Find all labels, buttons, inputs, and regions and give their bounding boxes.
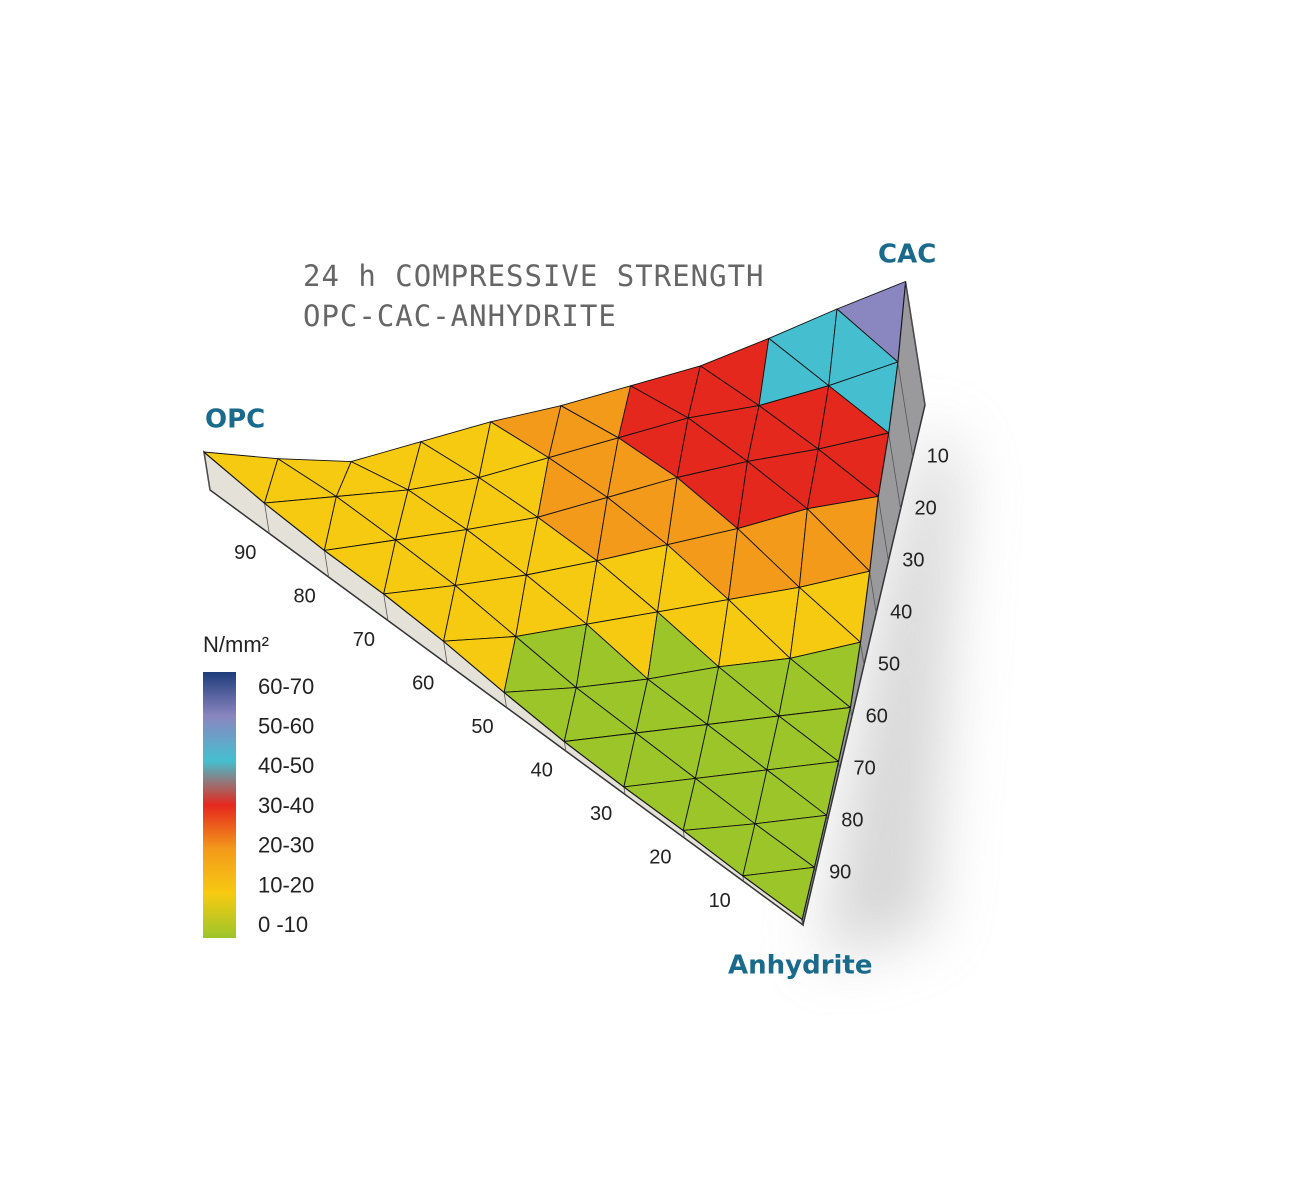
- anhydrite-tick-label: 50: [878, 653, 900, 675]
- wall-line: [742, 875, 745, 882]
- wall-line: [888, 432, 901, 510]
- legend-label: 20-30: [258, 833, 314, 858]
- corner-label: Anhydrite: [728, 951, 873, 981]
- opc-tick-label: 90: [234, 542, 256, 564]
- wall-line: [264, 503, 270, 534]
- wall-line: [503, 692, 507, 708]
- chart-title: 24 h COMPRESSIVE STRENGTH: [303, 259, 765, 293]
- opc-tick-label: 30: [590, 803, 612, 825]
- wall-line: [383, 593, 389, 621]
- legend-label: 10-20: [258, 872, 314, 897]
- anhydrite-tick-label: 40: [890, 601, 912, 623]
- corner-label: OPC: [205, 405, 265, 435]
- wall-line: [443, 641, 448, 665]
- opc-tick-label: 60: [412, 672, 434, 694]
- wall-line: [869, 571, 877, 614]
- chart-subtitle: OPC-CAC-ANHYDRITE: [303, 299, 617, 333]
- legend-label: 60-70: [258, 674, 314, 699]
- legend-label: 40-50: [258, 753, 314, 778]
- wall-line: [682, 830, 685, 839]
- wall-line: [860, 642, 865, 666]
- anhydrite-tick-label: 90: [829, 861, 851, 883]
- anhydrite-tick-label: 20: [914, 497, 936, 519]
- opc-tick-label: 80: [293, 585, 315, 607]
- wall-line: [623, 786, 626, 795]
- wall-line: [897, 361, 914, 458]
- surface-cell: [563, 732, 637, 788]
- shadow: [820, 420, 960, 960]
- anhydrite-tick-label: 80: [841, 809, 863, 831]
- wall-line: [877, 496, 889, 562]
- legend-label: 30-40: [258, 793, 314, 818]
- wall-line: [324, 550, 329, 578]
- corner-label: CAC: [878, 240, 936, 270]
- legend-bar: [203, 672, 236, 938]
- wall-line: [905, 281, 926, 406]
- wall-line: [203, 451, 211, 491]
- surface-cell: [742, 866, 815, 920]
- wall-line: [801, 919, 804, 926]
- opc-tick-label: 70: [353, 629, 375, 651]
- opc-tick-label: 50: [471, 716, 493, 738]
- anhydrite-tick-label: 60: [866, 705, 888, 727]
- wall-line: [563, 741, 567, 752]
- anhydrite-tick-label: 30: [902, 549, 924, 571]
- wall-line: [849, 707, 853, 718]
- opc-tick-label: 10: [709, 890, 731, 912]
- wall-line: [838, 761, 840, 770]
- anhydrite-tick-label: 70: [853, 757, 875, 779]
- legend-label: 0 -10: [258, 912, 308, 937]
- opc-tick-label: 20: [649, 846, 671, 868]
- opc-tick-label: 40: [531, 759, 553, 781]
- legend-title: N/mm²: [203, 632, 269, 657]
- legend-label: 50-60: [258, 714, 314, 739]
- anhydrite-tick-label: 10: [927, 445, 949, 467]
